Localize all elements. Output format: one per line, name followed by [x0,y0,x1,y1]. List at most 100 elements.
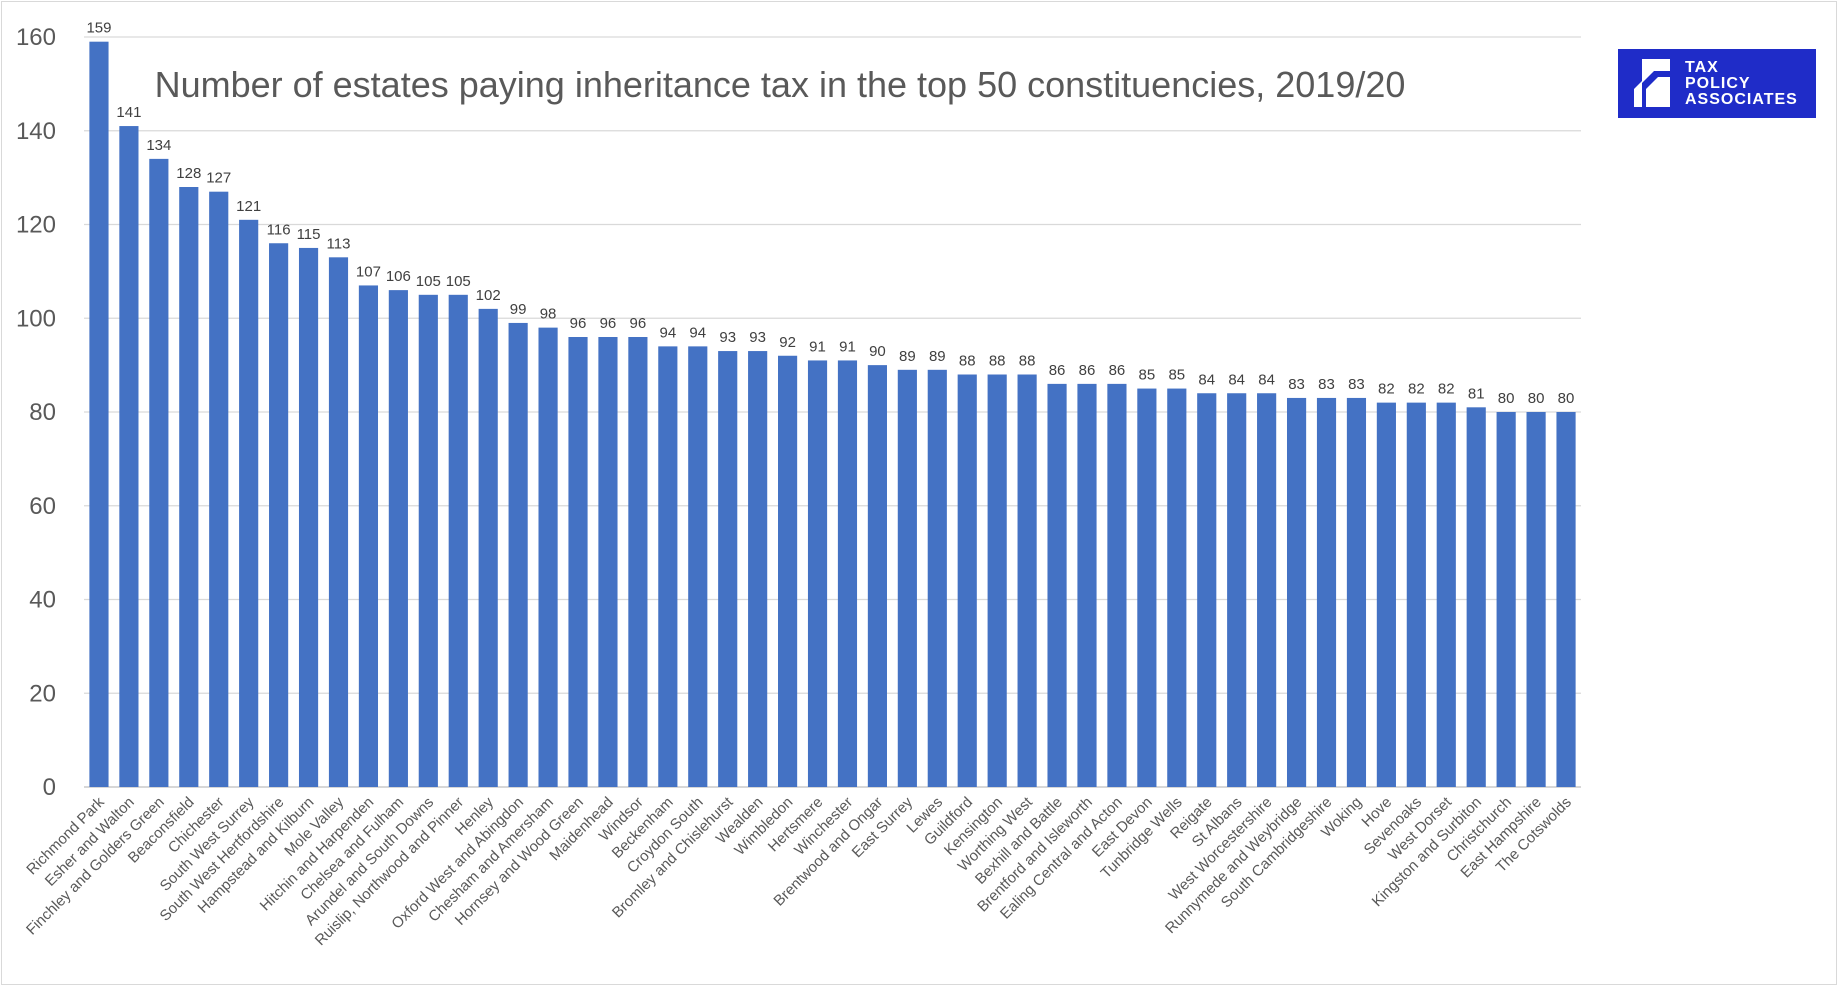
bar [298,247,319,787]
bar [388,290,408,787]
y-tick-label: 60 [29,493,56,520]
data-label: 113 [327,235,351,252]
bar [628,337,648,787]
y-tick-label: 140 [16,118,56,145]
bar [1376,402,1396,787]
bar [1107,383,1127,787]
bar [807,360,828,787]
data-label: 85 [1139,367,1156,384]
bar [508,322,528,787]
data-label: 105 [416,273,441,290]
data-label: 159 [86,20,111,37]
data-label: 90 [869,343,886,360]
data-label: 91 [809,338,826,355]
bar [478,308,498,787]
data-label: 84 [1258,371,1275,388]
data-label: 89 [929,348,946,365]
data-label: 82 [1408,381,1425,398]
data-label: 81 [1468,385,1485,402]
data-label: 141 [116,104,141,121]
bar [1466,407,1486,787]
data-label: 98 [540,306,557,323]
data-label: 94 [659,324,676,341]
data-label: 107 [356,263,381,280]
data-label: 127 [206,170,231,187]
bar [209,191,229,787]
bar [418,294,438,787]
bar [1556,412,1576,787]
logo-text-line-1: TAX [1685,59,1719,76]
data-label: 93 [719,329,736,346]
data-label: 86 [1079,362,1096,379]
bar [1137,388,1157,787]
bar [1047,383,1067,787]
data-label: 106 [386,268,411,285]
data-label: 134 [146,137,171,154]
logo-text-line-3: ASSOCIATES [1685,91,1798,108]
bar [1286,397,1307,787]
tax-policy-associates-logo: TAX POLICY ASSOCIATES [1618,49,1816,118]
data-label: 83 [1348,376,1365,393]
bar [119,126,139,787]
data-label: 96 [600,315,617,332]
bar [1526,412,1546,787]
bar [179,187,199,787]
y-tick-label: 80 [29,399,56,426]
data-label: 80 [1528,390,1545,407]
bar [328,257,349,787]
data-label: 92 [779,334,796,351]
bar [1406,402,1426,787]
data-label: 86 [1109,362,1126,379]
bar [448,294,468,787]
bar [1227,393,1247,787]
data-label: 94 [689,324,706,341]
bar [987,374,1007,787]
data-label: 85 [1168,367,1185,384]
data-label: 89 [899,348,916,365]
bar [1077,383,1097,787]
bar [778,355,798,787]
bar [89,41,109,787]
data-label: 82 [1378,381,1395,398]
data-label: 88 [959,353,976,370]
data-label: 116 [267,221,291,238]
data-label: 83 [1318,376,1335,393]
data-label: 82 [1438,381,1455,398]
bar [568,337,588,787]
bar [1346,397,1367,787]
bar [957,374,977,787]
y-tick-label: 0 [43,774,56,801]
data-label: 84 [1228,371,1245,388]
data-label: 99 [510,301,527,318]
chart-title: Number of estates paying inheritance tax… [154,64,1406,105]
data-label: 84 [1198,371,1215,388]
bar [149,158,169,787]
data-label: 96 [630,315,647,332]
bar [718,351,738,787]
bar [1496,412,1516,787]
bar [538,327,558,787]
data-label: 83 [1288,376,1305,393]
data-label: 88 [989,353,1006,370]
bar [598,337,618,787]
data-label: 91 [839,338,856,355]
bar [239,219,259,787]
data-label: 93 [749,329,766,346]
y-tick-label: 120 [16,212,56,239]
bar [1257,393,1277,787]
data-label: 121 [236,198,261,215]
bar [688,346,708,787]
data-label: 80 [1558,390,1575,407]
bar [1316,397,1337,787]
bar [837,360,858,787]
y-tick-label: 40 [29,587,56,614]
data-label: 88 [1019,353,1036,370]
bar [867,365,887,787]
bar [1436,402,1456,787]
logo-mark-icon [1634,59,1670,107]
y-tick-label: 160 [16,24,56,51]
y-tick-label: 20 [29,680,56,707]
data-label: 86 [1049,362,1066,379]
